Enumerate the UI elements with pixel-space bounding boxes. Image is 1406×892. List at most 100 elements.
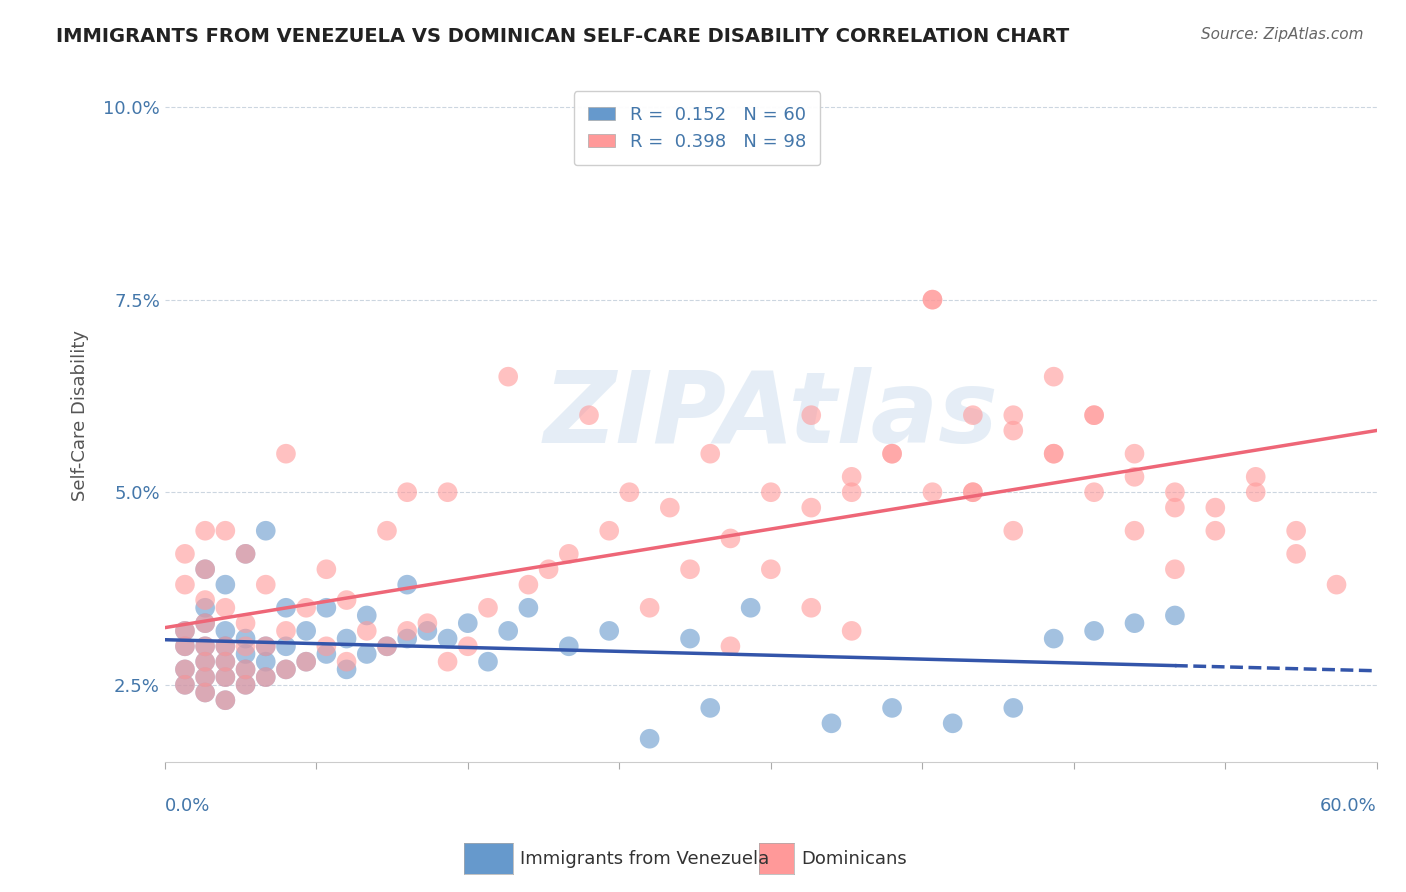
Point bbox=[921, 293, 943, 307]
Point bbox=[214, 524, 236, 538]
Point bbox=[194, 524, 217, 538]
Point bbox=[800, 408, 823, 422]
Point bbox=[457, 640, 479, 654]
Point bbox=[295, 600, 318, 615]
Point bbox=[174, 640, 197, 654]
Point bbox=[619, 485, 641, 500]
Point bbox=[315, 600, 337, 615]
Point bbox=[1204, 500, 1226, 515]
Point bbox=[375, 640, 398, 654]
Point bbox=[254, 640, 277, 654]
Point bbox=[477, 655, 499, 669]
Point bbox=[254, 640, 277, 654]
Point bbox=[375, 640, 398, 654]
Point bbox=[477, 600, 499, 615]
Point bbox=[1042, 369, 1064, 384]
Point bbox=[740, 600, 762, 615]
Point bbox=[679, 562, 702, 576]
Point bbox=[1164, 500, 1187, 515]
Point bbox=[174, 547, 197, 561]
Point bbox=[638, 600, 661, 615]
Point bbox=[1123, 447, 1146, 461]
Point bbox=[1002, 408, 1025, 422]
Point bbox=[841, 470, 863, 484]
Point bbox=[335, 593, 357, 607]
Point bbox=[214, 693, 236, 707]
Point bbox=[254, 670, 277, 684]
Point bbox=[1002, 524, 1025, 538]
Point bbox=[214, 600, 236, 615]
Point bbox=[214, 693, 236, 707]
Point bbox=[962, 485, 984, 500]
Point bbox=[598, 624, 620, 638]
Point bbox=[517, 600, 540, 615]
Text: Source: ZipAtlas.com: Source: ZipAtlas.com bbox=[1201, 27, 1364, 42]
Point bbox=[194, 685, 217, 699]
Point bbox=[194, 562, 217, 576]
Point bbox=[921, 485, 943, 500]
Point bbox=[496, 369, 519, 384]
Legend: R =  0.152   N = 60, R =  0.398   N = 98: R = 0.152 N = 60, R = 0.398 N = 98 bbox=[574, 91, 821, 165]
Point bbox=[558, 547, 581, 561]
Point bbox=[1002, 701, 1025, 715]
Point bbox=[194, 685, 217, 699]
Point bbox=[315, 647, 337, 661]
Point bbox=[194, 593, 217, 607]
Point bbox=[274, 600, 297, 615]
Point bbox=[174, 624, 197, 638]
Point bbox=[396, 632, 419, 646]
Text: 60.0%: 60.0% bbox=[1320, 797, 1376, 814]
Point bbox=[194, 655, 217, 669]
Point bbox=[537, 562, 560, 576]
Point bbox=[235, 662, 257, 676]
Point bbox=[841, 624, 863, 638]
Point bbox=[436, 485, 458, 500]
Point bbox=[1326, 577, 1348, 591]
Point bbox=[235, 547, 257, 561]
Point bbox=[517, 577, 540, 591]
Point bbox=[1042, 632, 1064, 646]
Point bbox=[235, 647, 257, 661]
Text: IMMIGRANTS FROM VENEZUELA VS DOMINICAN SELF-CARE DISABILITY CORRELATION CHART: IMMIGRANTS FROM VENEZUELA VS DOMINICAN S… bbox=[56, 27, 1070, 45]
Point bbox=[1083, 624, 1105, 638]
Point bbox=[194, 655, 217, 669]
Point bbox=[1083, 408, 1105, 422]
Text: Dominicans: Dominicans bbox=[801, 850, 907, 868]
Point bbox=[235, 616, 257, 631]
Y-axis label: Self-Care Disability: Self-Care Disability bbox=[72, 330, 89, 500]
Point bbox=[396, 485, 419, 500]
Point bbox=[1123, 616, 1146, 631]
Point bbox=[1164, 562, 1187, 576]
Point bbox=[699, 701, 721, 715]
Point bbox=[214, 670, 236, 684]
Point bbox=[396, 577, 419, 591]
Point bbox=[1123, 470, 1146, 484]
Point bbox=[921, 293, 943, 307]
Point bbox=[214, 655, 236, 669]
Point bbox=[214, 640, 236, 654]
Point bbox=[436, 632, 458, 646]
Point bbox=[315, 640, 337, 654]
Point bbox=[335, 662, 357, 676]
Point bbox=[194, 562, 217, 576]
Point bbox=[254, 670, 277, 684]
Point bbox=[274, 447, 297, 461]
Point bbox=[1042, 447, 1064, 461]
Point bbox=[880, 701, 903, 715]
Point bbox=[274, 624, 297, 638]
Point bbox=[416, 616, 439, 631]
Point bbox=[194, 640, 217, 654]
Point bbox=[759, 562, 782, 576]
Point bbox=[1204, 524, 1226, 538]
Point bbox=[699, 447, 721, 461]
Point bbox=[496, 624, 519, 638]
Point bbox=[558, 640, 581, 654]
Point bbox=[880, 447, 903, 461]
Point bbox=[820, 716, 842, 731]
Point bbox=[174, 640, 197, 654]
Point bbox=[274, 662, 297, 676]
Point bbox=[194, 600, 217, 615]
Point bbox=[1244, 485, 1267, 500]
Point bbox=[235, 678, 257, 692]
Point bbox=[214, 624, 236, 638]
